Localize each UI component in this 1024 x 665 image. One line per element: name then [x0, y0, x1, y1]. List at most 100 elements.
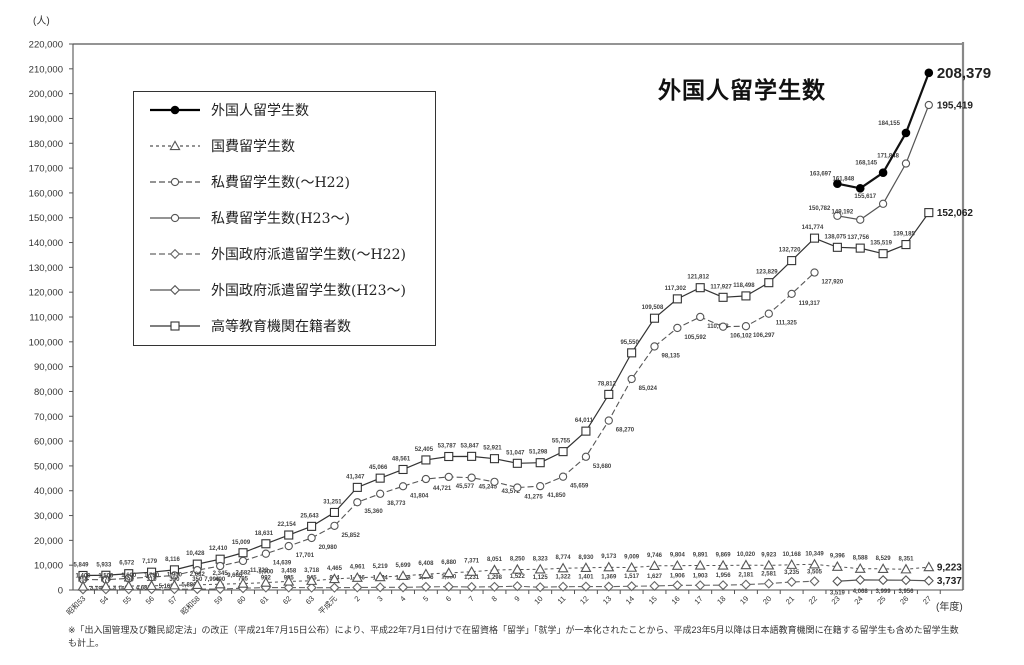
diamond-marker [489, 581, 500, 592]
y-tick-label: 100,000 [29, 337, 63, 348]
data-point-label: 2,581 [761, 572, 777, 578]
open-circle-marker [261, 549, 271, 558]
y-tick-label: 60,000 [34, 437, 63, 448]
data-point-label: 9,923 [761, 552, 777, 558]
legend-label: 外国人留学生数 [211, 103, 309, 119]
data-point-label: 141,774 [802, 225, 824, 231]
data-point-label: 41,275 [524, 495, 543, 501]
data-point-label: 78,812 [598, 381, 617, 387]
y-tick-label: 180,000 [29, 139, 63, 150]
data-point-label: 18,631 [255, 531, 274, 537]
data-point-label: 45,659 [570, 484, 589, 490]
data-point-label: 8,930 [578, 555, 594, 561]
triangle-marker [831, 560, 843, 571]
diamond-marker [649, 580, 660, 592]
x-tick-label: 63 [304, 594, 316, 606]
y-tick-label: 150,000 [29, 213, 63, 224]
x-tick-label: 59 [212, 594, 224, 606]
open-circle-marker [490, 477, 499, 487]
data-point-label: 184,155 [878, 121, 900, 127]
open-circle-marker [353, 498, 362, 507]
y-tick-label: 90,000 [34, 362, 63, 373]
data-point-label: 41,804 [410, 493, 429, 499]
data-point-label: 41,347 [346, 474, 365, 480]
open-circle-marker [307, 533, 316, 543]
footnote-line-2: も計上。 [68, 638, 105, 648]
triangle-marker [146, 580, 158, 590]
square-marker [809, 233, 820, 243]
x-tick-label: 10 [532, 594, 544, 606]
data-point-label: 8,351 [898, 556, 914, 562]
data-point-label: 4,068 [853, 589, 869, 595]
data-point-label: 9,804 [670, 553, 686, 559]
data-point-label: 1,600 [121, 573, 137, 579]
triangle-marker [740, 559, 752, 570]
x-tick-label: 17 [692, 594, 704, 606]
open-circle-marker [833, 211, 842, 220]
data-point-label: 20,980 [319, 545, 338, 551]
x-tick-label: 26 [898, 594, 910, 606]
x-tick-label: 7 [467, 594, 476, 603]
filled-circle-marker [901, 128, 911, 138]
legend-label: 外国政府派遣留学生数(H23～) [211, 283, 406, 299]
filled-circle-marker [924, 68, 934, 78]
data-point-label: 98,135 [662, 353, 681, 359]
y-tick-label: 20,000 [34, 536, 63, 547]
legend-sample-square-solid-line-icon [150, 321, 200, 331]
triangle-marker [260, 576, 272, 587]
legend-item-foreign-gov-until-h22: 外国政府派遣留学生数(～H22) [134, 236, 435, 272]
x-tick-label: 15 [647, 594, 659, 606]
data-point-label: 1,298 [487, 575, 503, 581]
square-marker [398, 464, 408, 475]
data-point-label: 9,891 [693, 552, 709, 558]
square-marker [489, 454, 500, 464]
data-point-label: 1,369 [601, 575, 617, 581]
triangle-marker [717, 559, 729, 570]
x-tick-label: 平成元 [316, 593, 339, 616]
footnote: ※「出入国管理及び難民認定法」の改正（平成21年7月15日公布）により、平成22… [68, 624, 978, 650]
x-tick-label: 昭和58 [179, 594, 202, 617]
data-point-label: 155,617 [854, 194, 876, 200]
square-marker [855, 243, 865, 253]
square-marker [718, 292, 728, 302]
triangle-marker [123, 580, 135, 591]
legend-item-government-scholarship: 国費留学生数 [134, 128, 435, 164]
x-tick-label: 20 [761, 594, 773, 606]
data-point-label: 139,185 [893, 232, 915, 238]
diamond-marker [626, 581, 637, 592]
data-point-label: 25,852 [341, 533, 360, 539]
triangle-marker [488, 564, 501, 575]
open-circle-marker [444, 472, 453, 482]
open-circle-marker [170, 213, 180, 223]
series-end-value-label: 3,737 [937, 576, 962, 587]
data-point-label: 1,231 [464, 575, 480, 581]
data-point-label: 4,961 [350, 565, 366, 571]
diamond-marker [763, 578, 774, 589]
triangle-marker [603, 561, 615, 572]
data-point-label: 2,345 [213, 571, 229, 577]
series-6: 5,849 5,933 6,572 7,179 8,116 10,428 12,410 15,… [73, 208, 973, 581]
square-marker [901, 240, 911, 250]
data-point-label: 3,235 [784, 570, 800, 576]
data-point-label: 3,999 [876, 589, 892, 595]
data-point-label: 310 [147, 577, 158, 583]
y-tick-label: 200,000 [29, 89, 63, 100]
open-circle-marker [810, 268, 819, 277]
diamond-marker [397, 582, 409, 593]
triangle-marker [580, 562, 592, 572]
data-point-label: 1,330 [441, 575, 457, 581]
filled-circle-marker [170, 105, 180, 115]
data-point-label: 161,848 [833, 176, 855, 182]
data-point-label: 6,408 [418, 561, 434, 567]
data-point-label: 270 [101, 577, 112, 583]
data-point-label: 250 [78, 577, 89, 583]
triangle-marker [511, 563, 523, 574]
data-point-label: 5,219 [373, 564, 389, 570]
triangle-marker [214, 578, 226, 589]
legend-item-private-until-h22: 私費留学生数(～H22) [134, 164, 435, 200]
legend-sample-circle-dashed-line-icon [150, 177, 200, 187]
chart-title: 外国人留学生数 [658, 77, 826, 104]
triangle-marker [877, 563, 889, 573]
triangle-marker [169, 140, 181, 151]
